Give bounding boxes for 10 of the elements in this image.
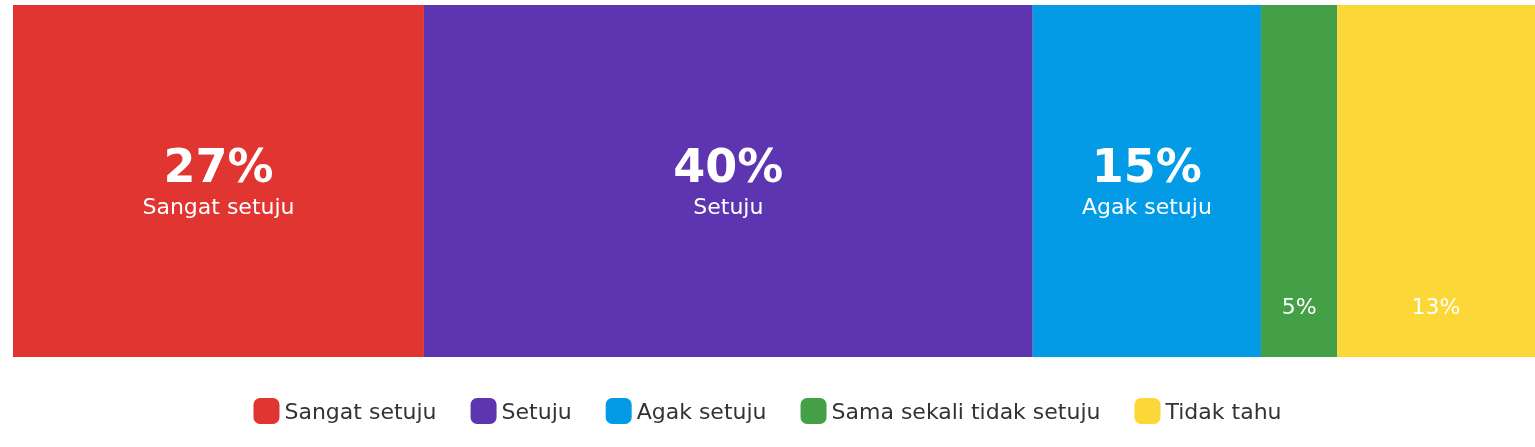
legend-label: Sangat setuju [284,398,437,424]
data-label: 27% Sangat setuju [142,139,295,219]
data-label: 13% [1411,293,1461,319]
legend-label: Setuju [501,398,572,424]
data-label: 40% Setuju [673,139,784,219]
legend-label: Agak setuju [636,398,767,424]
data-label: 5% [1281,293,1317,319]
legend-label: Tidak tahu [1164,398,1282,424]
legend-label: Sama sekali tidak setuju [831,398,1101,424]
data-label: 15% Agak setuju [1081,139,1212,219]
